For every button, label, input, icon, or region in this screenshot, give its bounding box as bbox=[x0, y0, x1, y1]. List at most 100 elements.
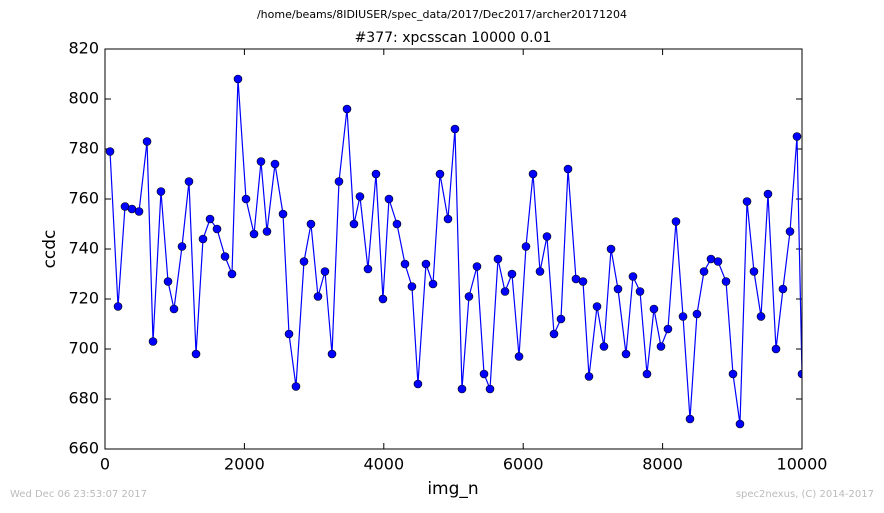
suptitle: /home/beams/8IDIUSER/spec_data/2017/Dec2… bbox=[257, 8, 627, 21]
data-point bbox=[392, 219, 402, 229]
data-point bbox=[284, 329, 294, 339]
chart-title: #377: xpcsscan 10000 0.01 bbox=[355, 30, 552, 46]
data-point bbox=[628, 272, 638, 281]
y-tick-label: 680 bbox=[68, 389, 99, 408]
data-point bbox=[241, 194, 251, 204]
x-tick-label: 10000 bbox=[777, 455, 828, 474]
data-point bbox=[306, 219, 316, 229]
data-point bbox=[792, 132, 802, 141]
data-point bbox=[735, 419, 745, 429]
data-point bbox=[428, 279, 438, 289]
data-point bbox=[342, 104, 352, 114]
data-point bbox=[327, 349, 337, 359]
data-point bbox=[507, 269, 517, 279]
data-point bbox=[163, 277, 173, 286]
data-point bbox=[592, 302, 602, 311]
data-point bbox=[671, 217, 681, 226]
x-axis-label: img_n bbox=[427, 479, 478, 499]
data-point bbox=[785, 227, 795, 236]
data-point bbox=[198, 234, 208, 244]
data-point bbox=[270, 159, 280, 169]
data-point bbox=[514, 352, 524, 361]
data-point bbox=[220, 252, 230, 261]
x-tick-label: 4000 bbox=[363, 455, 404, 474]
data-point bbox=[156, 187, 166, 196]
data-point bbox=[435, 169, 445, 179]
data-point bbox=[212, 224, 222, 234]
y-tick-label: 720 bbox=[68, 289, 99, 308]
data-point bbox=[599, 342, 609, 351]
data-point bbox=[649, 304, 659, 314]
data-point bbox=[464, 292, 474, 301]
data-point bbox=[721, 277, 731, 286]
data-point bbox=[191, 349, 201, 359]
data-point bbox=[485, 384, 495, 394]
data-point bbox=[169, 304, 179, 314]
data-point bbox=[134, 207, 144, 216]
data-point bbox=[450, 124, 460, 134]
data-point bbox=[528, 169, 538, 179]
data-point bbox=[613, 284, 623, 294]
data-point bbox=[113, 302, 123, 311]
data-point bbox=[371, 169, 381, 179]
data-point bbox=[778, 284, 788, 294]
data-point bbox=[635, 287, 645, 296]
data-point bbox=[606, 244, 616, 254]
data-point bbox=[349, 219, 359, 229]
data-point bbox=[742, 197, 752, 206]
data-point bbox=[413, 379, 423, 389]
data-point bbox=[621, 349, 631, 359]
footer-left: Wed Dec 06 23:53:07 2017 bbox=[10, 489, 147, 500]
y-tick-label: 700 bbox=[68, 339, 99, 358]
data-point bbox=[549, 329, 559, 339]
data-point bbox=[578, 277, 588, 286]
data-point bbox=[756, 312, 766, 321]
plot-frame bbox=[104, 48, 803, 450]
data-point bbox=[407, 282, 417, 291]
data-point bbox=[177, 242, 187, 251]
x-tick-label: 6000 bbox=[503, 455, 544, 474]
y-tick-label: 800 bbox=[68, 89, 99, 108]
data-point bbox=[313, 292, 323, 301]
data-point bbox=[797, 369, 802, 379]
x-tick-label: 0 bbox=[100, 455, 110, 474]
data-point bbox=[656, 342, 666, 351]
data-point bbox=[355, 192, 365, 201]
data-point bbox=[227, 269, 237, 279]
data-point bbox=[521, 242, 531, 251]
y-tick-label: 760 bbox=[68, 189, 99, 208]
data-point bbox=[443, 214, 453, 224]
data-point bbox=[148, 337, 158, 346]
y-tick-label: 660 bbox=[68, 439, 99, 458]
data-point bbox=[105, 147, 115, 156]
y-tick-label: 780 bbox=[68, 139, 99, 158]
data-point bbox=[699, 267, 709, 276]
data-point bbox=[142, 137, 152, 146]
data-point bbox=[457, 384, 467, 394]
data-point bbox=[563, 164, 573, 174]
data-point bbox=[542, 232, 552, 241]
data-point bbox=[713, 257, 723, 266]
data-point bbox=[400, 259, 410, 269]
data-point bbox=[771, 344, 781, 354]
data-point bbox=[384, 194, 394, 204]
data-point bbox=[320, 267, 330, 276]
data-point bbox=[728, 369, 738, 379]
data-point bbox=[363, 264, 373, 274]
data-point bbox=[493, 254, 503, 264]
data-point bbox=[749, 267, 759, 276]
y-tick-label: 740 bbox=[68, 239, 99, 258]
data-point bbox=[262, 227, 272, 236]
y-tick-label: 820 bbox=[68, 39, 99, 58]
data-point bbox=[205, 214, 215, 224]
data-point bbox=[763, 189, 773, 199]
data-point bbox=[678, 312, 688, 321]
data-point bbox=[685, 414, 695, 424]
data-point bbox=[334, 177, 344, 186]
data-point bbox=[500, 287, 510, 296]
data-point bbox=[184, 177, 194, 186]
data-point bbox=[642, 369, 652, 379]
data-point bbox=[278, 209, 288, 219]
